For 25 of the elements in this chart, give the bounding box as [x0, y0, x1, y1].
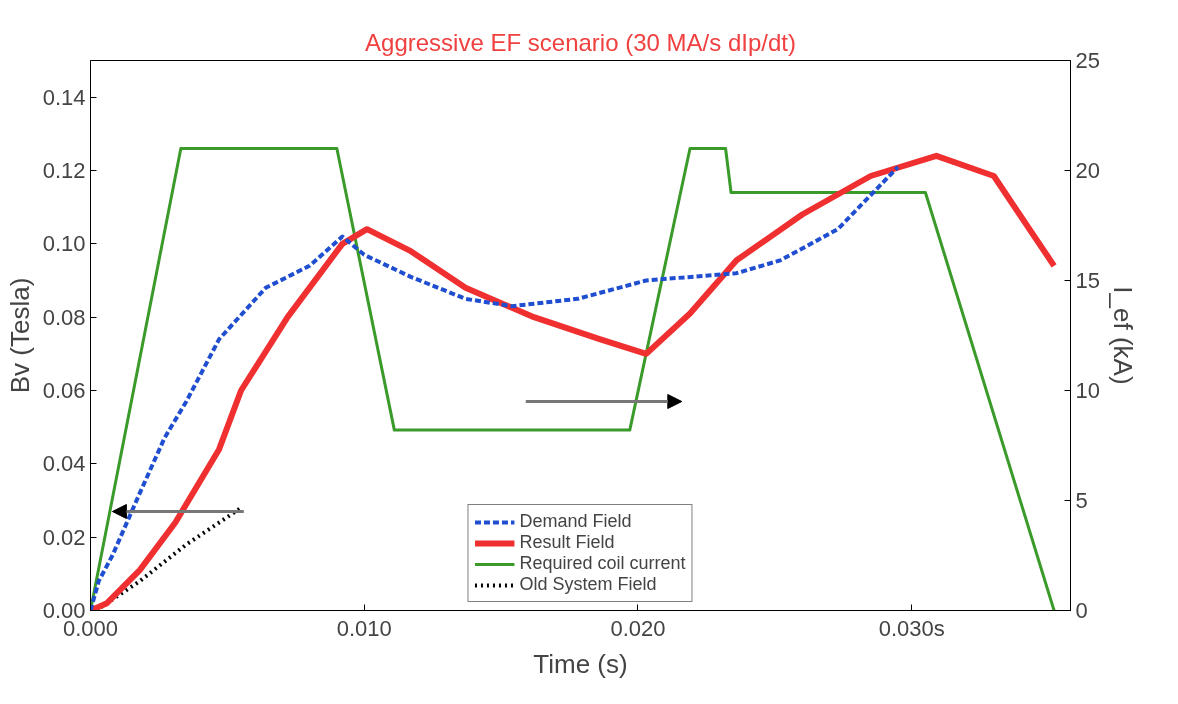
y-tick-label: 0.06 [42, 378, 86, 403]
y2-tick-label: 25 [1075, 48, 1100, 73]
y2-tick-label: 20 [1075, 158, 1100, 183]
y-axis-title: Bv (Tesla) [4, 277, 35, 394]
legend-label: Result Field [519, 532, 615, 553]
y-tick-label: 0.14 [42, 84, 86, 110]
y2-tick-label: 15 [1075, 268, 1100, 293]
y-tick-label: 0.08 [42, 304, 86, 330]
y-tick-label: 0.02 [42, 524, 86, 550]
y2-tick-label: 0 [1075, 598, 1088, 623]
x-tick-label: 0.020 [610, 615, 666, 641]
y2-tick-label: 5 [1075, 488, 1088, 513]
legend-label: Old System Field [519, 574, 657, 595]
x-tick-label: 0.030s [878, 615, 945, 641]
legend-label: Demand Field [519, 511, 632, 532]
x-tick-label: 0.010 [336, 615, 392, 641]
y-tick-label: 0.04 [42, 451, 86, 477]
y-tick-label: 0.12 [42, 158, 86, 183]
line-series [90, 164, 901, 611]
y2-tick-label: 10 [1075, 378, 1100, 403]
chart-title: Aggressive EF scenario (30 MA/s dIp/dt) [365, 28, 796, 56]
y-tick-label: 0.10 [42, 231, 86, 257]
legend-label: Required coil current [519, 553, 686, 574]
x-axis-title: Time (s) [533, 648, 628, 679]
y2-axis-title: I_ef (kA) [1107, 286, 1138, 385]
